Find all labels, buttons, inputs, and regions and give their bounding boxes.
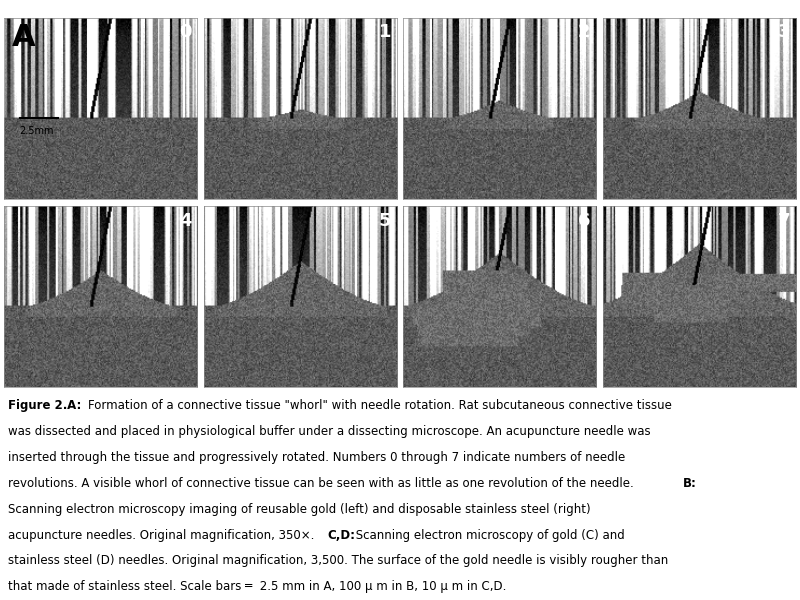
Text: 2: 2 [578,23,590,41]
Text: acupuncture needles. Original magnification, 350×.: acupuncture needles. Original magnificat… [8,529,322,542]
Text: stainless steel (D) needles. Original magnification, 3,500. The surface of the g: stainless steel (D) needles. Original ma… [8,554,668,568]
Text: 6: 6 [578,212,590,230]
Text: 0: 0 [179,23,191,41]
Text: 5: 5 [378,212,391,230]
Text: Scanning electron microscopy imaging of reusable gold (left) and disposable stai: Scanning electron microscopy imaging of … [8,503,590,516]
Text: 4: 4 [179,212,191,230]
Text: Formation of a connective tissue "whorl" with needle rotation. Rat subcutaneous : Formation of a connective tissue "whorl"… [88,399,672,412]
Text: 2.5mm: 2.5mm [19,126,54,136]
Text: revolutions. A visible whorl of connective tissue can be seen with as little as : revolutions. A visible whorl of connecti… [8,477,638,490]
Text: 7: 7 [778,212,790,230]
Text: inserted through the tissue and progressively rotated. Numbers 0 through 7 indic: inserted through the tissue and progress… [8,451,626,464]
Text: 3: 3 [778,23,790,41]
Text: C,D:: C,D: [327,529,355,542]
Text: Figure 2.: Figure 2. [8,399,67,412]
Text: was dissected and placed in physiological buffer under a dissecting microscope. : was dissected and placed in physiologica… [8,425,650,438]
Text: Scanning electron microscopy of gold (C) and: Scanning electron microscopy of gold (C)… [352,529,625,542]
Text: A:: A: [63,399,86,412]
Text: that made of stainless steel. Scale bars ═  2.5 mm in A, 100 μ m in B, 10 μ m in: that made of stainless steel. Scale bars… [8,580,506,593]
Text: 1: 1 [378,23,391,41]
Text: A: A [12,23,35,52]
Text: B:: B: [683,477,697,490]
